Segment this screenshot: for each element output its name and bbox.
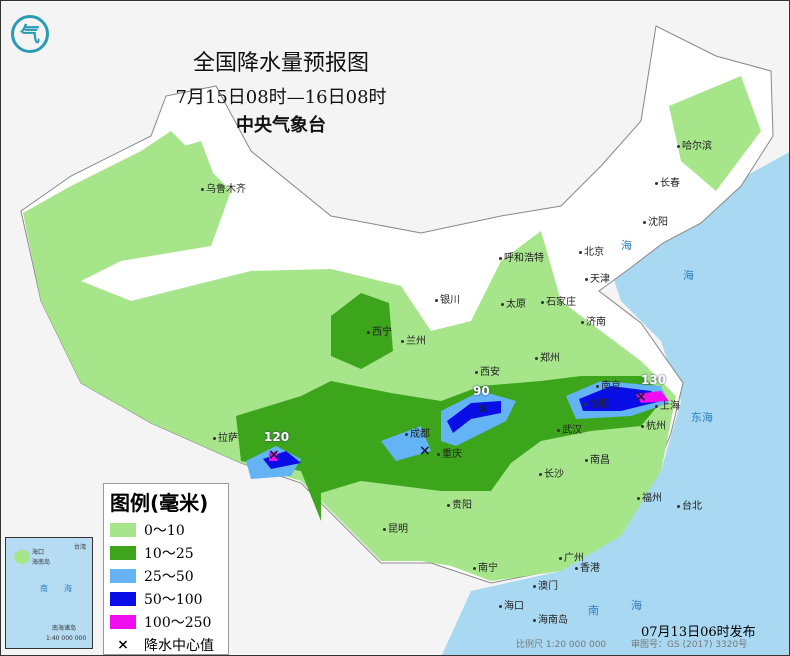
inset-label: 海南岛: [32, 559, 51, 566]
inset-scale: 1:40 000 000: [46, 635, 87, 642]
inset-label: 南: [40, 584, 48, 593]
legend-label: 100～250: [144, 614, 212, 631]
sea-label: 南: [588, 604, 599, 617]
rain-25-50: [246, 381, 669, 479]
rain-center-value: 120: [264, 430, 290, 444]
city-label: 杭州: [641, 421, 666, 433]
city-label: 合肥: [584, 399, 609, 411]
sea-label: 海: [621, 239, 632, 252]
city-label: 海口: [499, 601, 524, 613]
city-label: 贵阳: [447, 500, 472, 512]
city-label: 福州: [637, 493, 662, 505]
legend-swatch: [110, 614, 136, 629]
city-label: 南昌: [585, 455, 610, 467]
city-label: 昆明: [383, 524, 408, 536]
city-label: 重庆: [437, 449, 462, 461]
legend-swatch: [110, 545, 136, 560]
city-label: 西安: [475, 367, 500, 379]
legend-title: 图例(毫米): [110, 491, 209, 515]
cma-logo: 气: [11, 15, 49, 53]
legend-label: 10～25: [144, 545, 194, 562]
city-label: 郑州: [535, 353, 560, 365]
city-label: 天津: [585, 274, 610, 286]
legend-label: 0～10: [144, 522, 185, 539]
city-label: 太原: [501, 299, 526, 311]
sea-label: 海: [683, 269, 694, 282]
sea-label: 海: [631, 599, 642, 612]
legend-swatch: [110, 591, 136, 606]
legend-label: 25～50: [144, 568, 194, 585]
city-label: 济南: [581, 317, 606, 329]
city-label: 哈尔滨: [677, 141, 712, 153]
city-label: 南宁: [473, 563, 498, 575]
city-label: 西宁: [367, 327, 392, 339]
city-label: 海南岛: [533, 615, 568, 627]
legend: 图例(毫米) 0～10 10～25 25～50 50～100 100～250 × 降水中…: [103, 483, 229, 655]
issuer: 中央气象台: [236, 115, 326, 136]
legend-item: 50～100: [110, 587, 228, 610]
rain-50-100: [263, 386, 661, 469]
legend-label: 降水中心值: [144, 637, 214, 654]
rain-center-mark: ×: [635, 389, 647, 405]
forecast-period: 7月15日08时—16日08时: [175, 87, 387, 108]
city-label: 兰州: [401, 336, 426, 348]
rain-center-mark-icon: ×: [117, 636, 129, 653]
rain-center-mark: ×: [419, 443, 431, 459]
inset-label: 台湾: [74, 544, 87, 551]
inset-label: 南海诸岛: [52, 625, 77, 632]
city-label: 呼和浩特: [499, 253, 544, 265]
city-label: 成都: [405, 429, 430, 441]
legend-item: 25～50: [110, 564, 228, 587]
city-label: 北京: [579, 247, 604, 259]
city-label: 广州: [559, 553, 584, 565]
city-label: 石家庄: [541, 297, 576, 309]
city-label: 南京: [596, 381, 621, 393]
map-scale: 比例尺 1:20 000 000: [516, 640, 607, 650]
city-label: 台北: [677, 501, 702, 513]
city-label: 乌鲁木齐: [201, 184, 246, 196]
legend-swatch: [110, 568, 136, 583]
inset-label: 海: [64, 584, 72, 593]
city-label: 香港: [575, 563, 600, 575]
city-label: 银川: [435, 295, 460, 307]
legend-item-center: × 降水中心值: [110, 633, 228, 655]
rain-center-mark: ×: [268, 447, 280, 463]
sea-area: [441, 152, 789, 655]
south-china-sea-inset: 海口 海南岛 台湾 南 海 南海诸岛 1:40 000 000: [5, 537, 93, 649]
rain-center-value: 130: [641, 373, 667, 387]
map-approval-number: 审图号：GS (2017) 3320号: [631, 640, 748, 650]
map-title: 全国降水量预报图: [192, 51, 369, 76]
legend-item: 100～250: [110, 610, 228, 633]
publish-time: 07月13日06时发布: [641, 625, 756, 640]
city-label: 长春: [655, 178, 680, 190]
city-label: 拉萨: [213, 433, 238, 445]
legend-label: 50～100: [144, 591, 203, 608]
city-label: 沈阳: [643, 217, 668, 229]
legend-swatch: [110, 522, 136, 537]
rain-center-mark: ×: [477, 401, 489, 417]
city-label: 武汉: [557, 425, 582, 437]
city-label: 长沙: [539, 469, 564, 481]
city-label: 上海: [655, 401, 680, 413]
inset-label: 海口: [32, 549, 45, 556]
rain-center-value: 90: [473, 384, 490, 398]
legend-item: 10～25: [110, 541, 228, 564]
city-label: 澳门: [533, 581, 558, 593]
legend-item: 0～10: [110, 518, 228, 541]
sea-label: 东海: [691, 411, 713, 424]
